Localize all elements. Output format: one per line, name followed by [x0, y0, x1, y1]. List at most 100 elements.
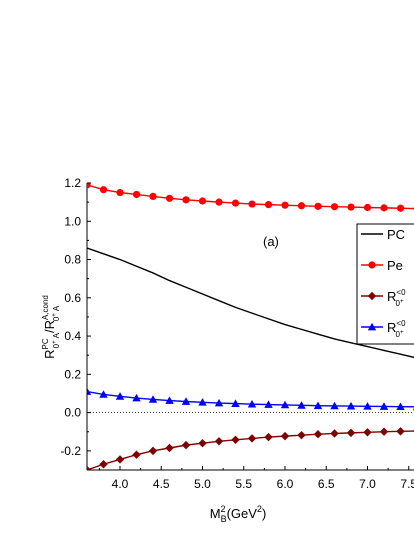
data-point-pe [314, 202, 322, 210]
series-pc [87, 247, 414, 359]
data-point-pe [396, 204, 405, 212]
data-point-r-blue [330, 401, 339, 410]
x-tick-label: 6.5 [318, 477, 335, 491]
data-point-pe [264, 201, 273, 209]
data-point-r-dark-red [231, 435, 240, 444]
data-point-r-dark-red [181, 440, 191, 450]
data-point-pe [281, 201, 289, 209]
data-point-r-dark-red [363, 428, 372, 437]
data-point-pe [198, 197, 207, 205]
legend-marker [368, 261, 376, 269]
data-point-r-blue [247, 399, 257, 408]
x-axis-label-text: M2 B(GeV2) [210, 504, 267, 524]
legend-entry-pc: PC [361, 227, 405, 242]
y-tick-label: 1.0 [64, 214, 81, 228]
data-point-r-blue [214, 398, 224, 407]
data-point-r-dark-red [214, 437, 224, 446]
data-point-pe [182, 196, 190, 204]
axes [86, 183, 414, 471]
data-point-pe [297, 202, 306, 210]
data-point-pe [248, 200, 256, 208]
x-tick-label: 5.5 [235, 477, 252, 491]
data-point-pe [215, 198, 223, 206]
x-tick-label: 7.0 [359, 477, 376, 491]
panel-label: (a) [263, 234, 279, 249]
data-point-r-dark-red [297, 430, 306, 440]
data-point-r-blue [198, 398, 207, 406]
x-axis-label: M2 B(GeV2) [210, 504, 267, 524]
data-point-r-blue [379, 402, 389, 410]
data-point-r-dark-red [198, 439, 207, 448]
legend-label: R<0 0+ [387, 288, 406, 308]
data-point-pe [347, 203, 355, 211]
series-r-blue [87, 387, 414, 411]
data-point-r-blue [132, 393, 141, 402]
data-point-r-dark-red [87, 465, 92, 470]
data-point-r-dark-red [264, 432, 273, 442]
ticks: -0.2 0.0 0.2 0.4 0.6 0.8 1.0 1.2 4.0 4.5 5.0 5.5 6.0… [60, 176, 414, 491]
data-point-pe [116, 188, 124, 197]
y-tick-label: 0.8 [64, 253, 81, 267]
legend-marker [367, 322, 377, 331]
data-point-r-dark-red [396, 427, 405, 436]
y-tick-label: 0.0 [64, 406, 81, 420]
data-point-r-blue [264, 400, 273, 408]
y-tick-label: 0.6 [64, 291, 81, 305]
data-point-pe [87, 183, 91, 189]
data-point-r-dark-red [148, 446, 158, 456]
data-point-r-dark-red [330, 429, 339, 438]
y-axis-label-text: RPC 0+A/RA,cond 0+A [41, 295, 61, 359]
data-point-r-blue [346, 401, 356, 410]
legend-entry-r-dark-red: R<0 0+ [361, 288, 406, 308]
x-tick-label: 5.0 [194, 477, 211, 491]
x-tick-label: 4.5 [153, 477, 170, 491]
y-tick-label: 1.2 [64, 176, 81, 190]
data-point-r-dark-red [346, 428, 356, 438]
y-axis-label: RPC 0+A/RA,cond 0+A [41, 295, 61, 359]
series-line-pc [87, 247, 414, 359]
data-point-r-blue [148, 395, 158, 403]
data-point-r-blue [297, 401, 306, 409]
data-point-r-dark-red [280, 431, 290, 441]
data-point-r-blue [313, 401, 323, 410]
series-pe [87, 183, 414, 212]
data-point-r-dark-red [379, 427, 389, 436]
data-point-r-dark-red [247, 434, 257, 443]
data-point-pe [231, 199, 240, 207]
data-point-r-blue [363, 402, 372, 410]
data-point-pe [380, 204, 388, 212]
x-tick-label: 7.5 [400, 477, 414, 491]
data-point-pe [363, 203, 372, 212]
data-point-r-blue [280, 400, 290, 409]
legend-label: R<0 0+ [387, 319, 406, 339]
legend-box [356, 223, 414, 345]
data-point-r-blue [99, 390, 108, 398]
data-point-r-blue [396, 402, 405, 411]
series-r-dark-red [87, 427, 414, 470]
data-point-r-blue [231, 399, 240, 407]
data-point-r-blue [181, 397, 191, 405]
plot-area [87, 183, 414, 470]
data-point-r-blue [165, 396, 174, 404]
data-point-pe [149, 192, 157, 200]
legend-entry-pe: Pe [361, 258, 403, 273]
data-point-r-dark-red [313, 430, 323, 439]
legend-label: Pe [387, 258, 403, 273]
data-point-pe [165, 194, 174, 202]
legend-label: PC [387, 227, 405, 242]
y-tick-label: -0.2 [60, 444, 81, 458]
legend-entry-r-blue: R<0 0+ [361, 319, 406, 339]
data-point-pe [330, 203, 339, 211]
legend: PC Pe R<0 0+ R<0 0+ [356, 223, 414, 345]
data-point-pe [132, 190, 141, 199]
data-point-r-dark-red [99, 460, 108, 469]
x-tick-label: 4.0 [112, 477, 129, 491]
data-point-r-blue [115, 392, 125, 400]
data-point-r-dark-red [165, 443, 174, 453]
y-tick-label: 0.2 [64, 367, 81, 381]
y-tick-label: 0.4 [64, 329, 81, 343]
x-tick-label: 6.0 [277, 477, 294, 491]
data-point-r-dark-red [115, 455, 125, 464]
